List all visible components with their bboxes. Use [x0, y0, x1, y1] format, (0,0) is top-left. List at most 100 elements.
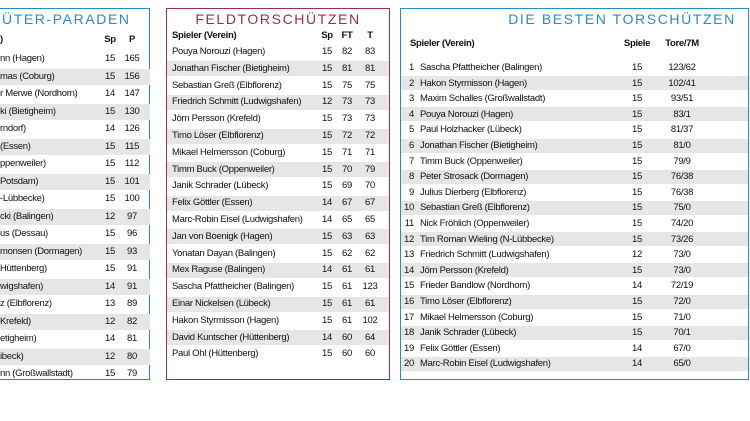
cell: 73	[365, 96, 375, 108]
cell: 70/1	[673, 327, 691, 339]
cell: 15	[632, 155, 642, 167]
cell: 71/0	[673, 311, 691, 323]
cell: 70	[342, 163, 352, 175]
cell: 81	[365, 62, 375, 74]
column-header: Spieler (Verein)	[172, 30, 237, 41]
cell: 61	[365, 298, 375, 309]
cell: nn (Hagen)	[0, 53, 45, 64]
cell: 15	[105, 70, 115, 82]
row-stripe	[401, 356, 748, 371]
cell: 17	[404, 311, 414, 323]
cell: 156	[124, 70, 140, 82]
column-header: Sp	[321, 30, 333, 41]
cell: 80	[127, 350, 137, 362]
cell: 147	[124, 88, 140, 99]
cell: Pouya Norouzi (Hagen)	[172, 46, 265, 57]
cell: 15	[322, 62, 332, 74]
cell: 79/9	[673, 155, 691, 167]
cell: 15	[322, 281, 332, 293]
cell: 73	[342, 113, 352, 125]
column-header: )	[0, 34, 3, 45]
cell: 15	[322, 314, 332, 326]
cell: 15	[322, 247, 332, 259]
cell: 61	[342, 264, 352, 276]
cell: 15	[105, 53, 115, 64]
cell: 19	[404, 342, 414, 354]
cell: Nick Fröhlich (Oppenweiler)	[420, 218, 530, 229]
cell: 82	[127, 315, 137, 327]
cell: 12	[105, 210, 115, 222]
cell: Paul Ohl (Hüttenberg)	[172, 348, 259, 360]
row-stripe	[167, 262, 389, 278]
row-stripe	[167, 330, 389, 346]
cell: 15	[632, 171, 642, 183]
cell: 126	[124, 123, 140, 134]
cell: 3	[409, 93, 414, 105]
cell: 12	[404, 233, 414, 245]
cell: 81/37	[670, 124, 694, 136]
cell: 81/0	[673, 140, 691, 151]
cell: 14	[105, 333, 115, 344]
cell: 12	[105, 315, 115, 327]
cell: 76/38	[670, 171, 694, 183]
cell: Hakon Styrmisson (Hagen)	[172, 314, 279, 326]
cell: cki (Balingen)	[0, 210, 54, 222]
row-stripe	[167, 128, 389, 144]
cell: 15	[632, 264, 642, 276]
row-stripe	[167, 94, 389, 110]
cell: 102	[362, 314, 378, 326]
cell: Krefeld)	[0, 315, 31, 327]
cell: ki (Bietigheim)	[0, 105, 56, 117]
cell: 79	[127, 368, 137, 379]
cell: 13	[105, 298, 115, 309]
cell: 15	[322, 180, 332, 192]
cell: Einar Nickelsen (Lübeck)	[172, 298, 271, 309]
cell: 65	[365, 214, 375, 225]
cell: 14	[105, 280, 115, 292]
cell: 112	[124, 158, 140, 169]
cell: Mikael Helmersson (Coburg)	[172, 146, 286, 158]
cell: 14	[322, 264, 332, 276]
cell: 60	[365, 348, 375, 360]
cell: 91	[127, 263, 137, 274]
cell: 73	[342, 96, 352, 108]
cell: 101	[124, 175, 140, 187]
cell: 15	[632, 233, 642, 245]
cell: Mikael Helmersson (Coburg)	[420, 311, 534, 323]
cell: 15	[105, 105, 115, 117]
cell: 72	[365, 130, 375, 141]
cell: us (Dessau)	[0, 228, 48, 239]
cell: 15	[632, 311, 642, 323]
cell: 14	[632, 358, 642, 370]
table-frame	[400, 8, 749, 380]
cell: 81	[127, 333, 137, 344]
cell: 61	[365, 264, 375, 276]
cell: 7	[409, 155, 414, 167]
cell: 91	[127, 280, 137, 292]
cell: 67	[365, 197, 375, 209]
cell: 15	[632, 327, 642, 339]
cell: 83/1	[673, 108, 691, 120]
cell: Paul Holzhacker (Lübeck)	[420, 124, 522, 136]
cell: Maxim Schalles (Großwallstadt)	[420, 93, 546, 105]
cell: 69	[342, 180, 352, 192]
row-stripe	[0, 139, 150, 155]
cell: rndorf)	[0, 123, 26, 134]
cell: 123/62	[668, 62, 696, 73]
cell: 130	[124, 105, 140, 117]
cell: 14	[322, 197, 332, 209]
cell: 82	[342, 46, 352, 57]
cell: 14	[105, 88, 115, 99]
cell: wigshafen)	[0, 280, 43, 292]
cell: 63	[342, 230, 352, 242]
cell: 72/19	[670, 280, 694, 292]
cell: 70	[365, 180, 375, 192]
table-frame	[166, 8, 390, 380]
cell: Timm Buck (Oppenweiler)	[172, 163, 275, 175]
cell: z (Elbflorenz)	[0, 298, 52, 309]
cell: 65	[342, 214, 352, 225]
cell: Sebastian Greß (Elbflorenz)	[420, 202, 530, 214]
cell: Friedrich Schmitt (Ludwigshafen)	[420, 249, 550, 261]
cell: 15	[322, 348, 332, 360]
